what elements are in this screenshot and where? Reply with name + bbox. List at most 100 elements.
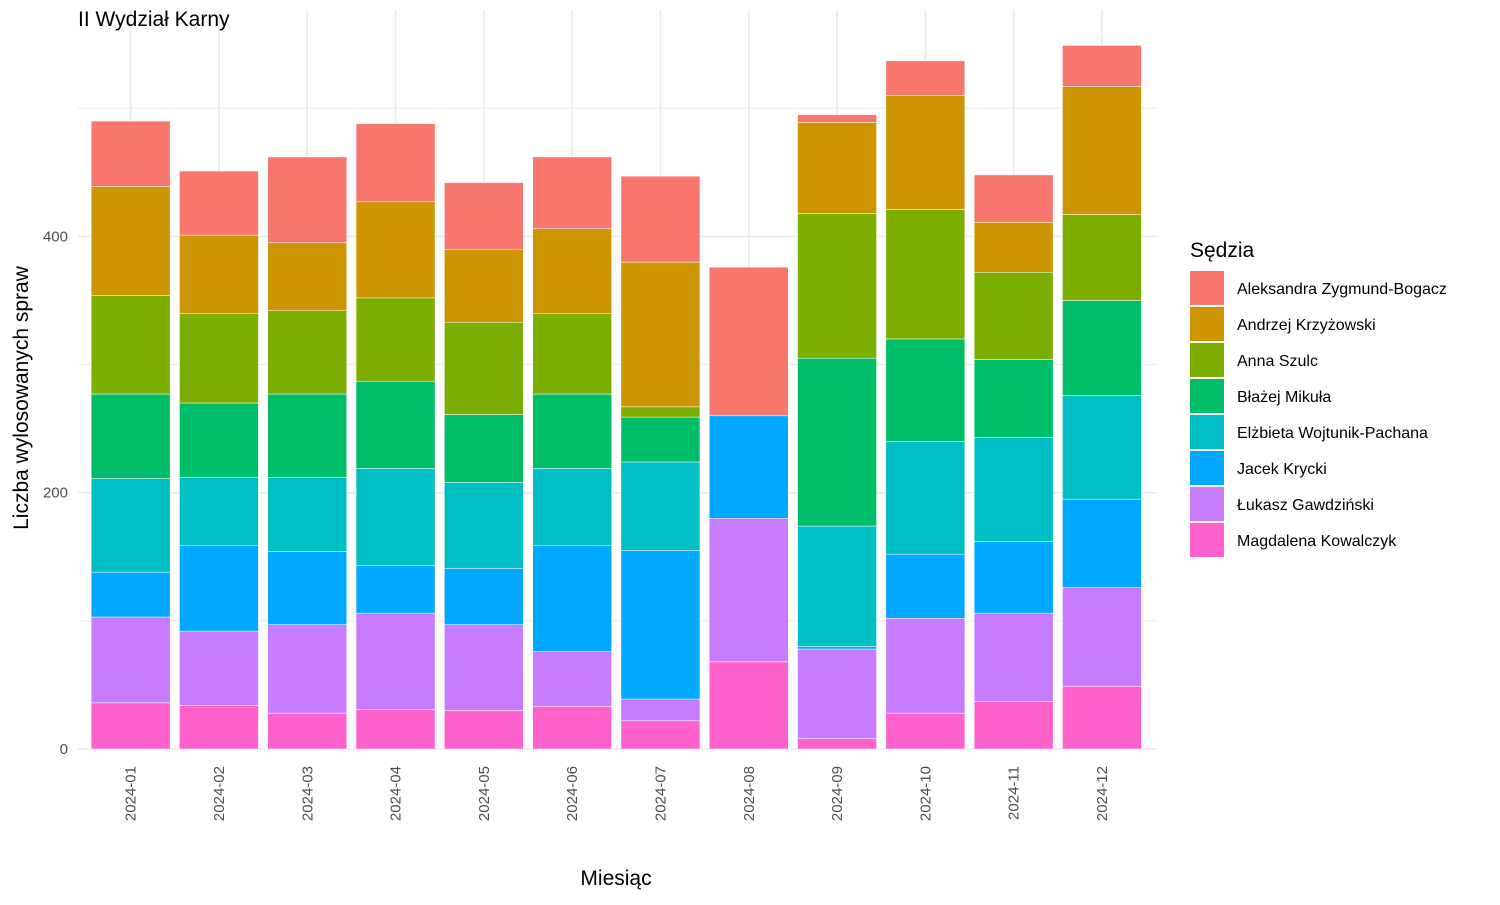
bar-segment: [620, 406, 701, 418]
bar-segment: [532, 313, 612, 395]
bar-segment: [797, 122, 877, 214]
bar-segment: [1062, 587, 1142, 687]
bar-segment: [90, 393, 171, 479]
bar-segment: [797, 648, 877, 739]
bar-segment: [267, 310, 347, 395]
legend-swatch: [1190, 523, 1224, 557]
legend-swatch: [1190, 271, 1224, 305]
bar-segment: [532, 706, 612, 750]
bar-segment: [973, 222, 1054, 273]
bar-segment: [90, 702, 171, 750]
bar-segment: [797, 738, 877, 750]
bar-segment: [179, 544, 259, 632]
bar-segment: [179, 234, 259, 314]
bar-segment: [885, 618, 966, 714]
bar-segment: [179, 705, 259, 750]
legend: Sędzia Aleksandra Zygmund-Bogacz Andrzej …: [1190, 239, 1447, 557]
bar-segment: [444, 182, 524, 250]
bar-segment: [90, 616, 171, 704]
x-tick-label: 2024-07: [652, 766, 669, 821]
bar-segment: [709, 518, 789, 663]
bar-segment: [797, 114, 877, 123]
legend-title: Sędzia: [1190, 239, 1255, 262]
bar-segment: [885, 60, 966, 96]
x-tick-label: 2024-12: [1094, 766, 1111, 821]
legend-items: Aleksandra Zygmund-Bogacz Andrzej Krzyżow…: [1190, 271, 1447, 557]
legend-swatch: [1190, 307, 1224, 341]
legend-swatch: [1190, 451, 1224, 485]
bar-segment: [620, 550, 701, 700]
legend-label: Aleksandra Zygmund-Bogacz: [1237, 281, 1447, 298]
bar-segment: [973, 437, 1054, 542]
bar-segment: [709, 415, 789, 519]
legend-label: Andrzej Krzyżowski: [1237, 317, 1376, 334]
bar-segment: [973, 612, 1054, 702]
bar-segment: [885, 338, 966, 442]
x-tick-label: 2024-01: [123, 766, 140, 821]
x-tick-label: 2024-08: [741, 766, 758, 821]
bar-segment: [532, 651, 612, 707]
bar-segment: [1062, 685, 1142, 750]
bar-segment: [355, 468, 436, 566]
legend-label: Anna Szulc: [1237, 353, 1318, 370]
x-tick-label: 2024-02: [211, 766, 228, 821]
chart-title: II Wydział Karny: [78, 8, 230, 31]
legend-swatch: [1190, 487, 1224, 521]
bar-segment: [179, 402, 259, 478]
legend-swatch: [1190, 415, 1224, 449]
legend-swatch: [1190, 379, 1224, 413]
bar-segment: [179, 630, 259, 706]
bar-segment: [885, 553, 966, 619]
bar-segment: [709, 266, 789, 417]
bar-segment: [620, 698, 701, 722]
x-axis-ticks: 2024-01 2024-02 2024-03 2024-04 2024-05 2024-…: [123, 766, 1111, 821]
x-tick-label: 2024-06: [564, 766, 581, 821]
bar-segment: [90, 478, 171, 573]
bar-segment: [885, 712, 966, 750]
bar-segment: [355, 380, 436, 469]
bar-segment: [444, 710, 524, 750]
y-axis-title: Liczba wylosowanych spraw: [10, 265, 33, 530]
bar-segment: [179, 477, 259, 546]
bar-segment: [355, 201, 436, 299]
bar-segment: [355, 565, 436, 614]
bar-segment: [355, 297, 436, 382]
y-tick-label: 200: [43, 485, 68, 502]
bar-segment: [973, 541, 1054, 614]
x-tick-label: 2024-10: [917, 766, 934, 821]
bar-segment: [797, 357, 877, 527]
bar-segment: [267, 712, 347, 750]
bar-segment: [885, 95, 966, 210]
bar-segment: [444, 568, 524, 625]
y-axis-ticks: 0 200 400: [43, 228, 68, 758]
bar-segment: [444, 482, 524, 569]
bar-segment: [90, 120, 171, 187]
bar-segment: [267, 393, 347, 478]
bar-segment: [355, 123, 436, 203]
bar-segment: [973, 701, 1054, 750]
bar-segment: [1062, 45, 1142, 87]
x-axis-title: Miesiąc: [580, 867, 651, 890]
x-tick-label: 2024-03: [299, 766, 316, 821]
bar-segment: [444, 248, 524, 323]
legend-label: Błażej Mikuła: [1237, 389, 1331, 406]
legend-label: Magdalena Kowalczyk: [1237, 533, 1397, 550]
y-tick-label: 0: [60, 741, 68, 758]
bar-segment: [179, 313, 259, 404]
bar-segment: [90, 295, 171, 395]
bar-segment: [532, 228, 612, 314]
legend-label: Łukasz Gawdziński: [1237, 497, 1374, 514]
bar-segment: [532, 156, 612, 229]
bar-segment: [1062, 498, 1142, 588]
bar-segment: [885, 441, 966, 555]
bar-segment: [532, 544, 612, 652]
bar-segment: [90, 186, 171, 296]
bar-segment: [1062, 86, 1142, 215]
bar-segment: [797, 213, 877, 359]
bar-segment: [267, 242, 347, 311]
x-tick-label: 2024-11: [1006, 766, 1023, 820]
bar-segment: [532, 468, 612, 546]
bar-segment: [444, 624, 524, 711]
